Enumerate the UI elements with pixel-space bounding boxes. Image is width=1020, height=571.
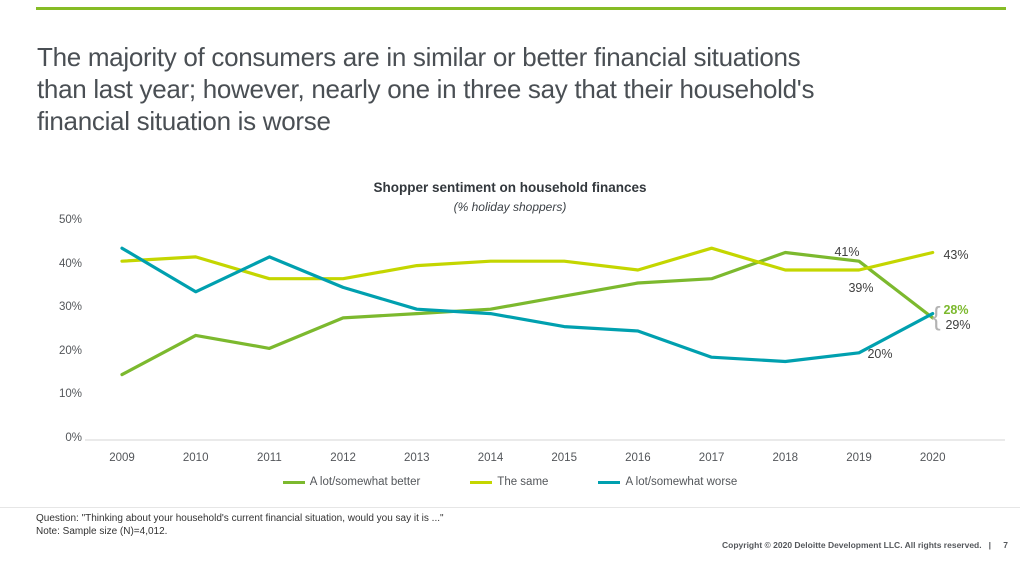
footnote-question: Question: "Thinking about your household… [36, 513, 444, 524]
x-tick-2011: 2011 [257, 452, 282, 464]
legend-item-a-lot-somewhat-worse: A lot/somewhat worse [598, 476, 737, 488]
chart-subtitle: (% holiday shoppers) [453, 200, 567, 214]
x-tick-2010: 2010 [182, 452, 209, 464]
x-tick-2020: 2020 [919, 452, 946, 464]
data-label-same-2019: 39% [848, 281, 874, 295]
legend-item-a-lot-somewhat-better: A lot/somewhat better [282, 476, 421, 488]
x-tick-2014: 2014 [477, 452, 504, 464]
footnote-sample-size: Note: Sample size (N)=4,012. [36, 526, 168, 537]
data-label-better-2019: 41% [834, 245, 860, 259]
chart-title: Shopper sentiment on household finances [373, 180, 647, 195]
y-tick-50%: 50% [58, 214, 82, 226]
endpoint-bracket: { [932, 301, 941, 331]
y-tick-40%: 40% [58, 257, 82, 270]
legend-label: A lot/somewhat better [309, 476, 421, 488]
legend-label: The same [497, 476, 549, 488]
data-label-worse-2019: 20% [867, 347, 893, 361]
legend-item-the-same: The same [470, 476, 548, 488]
data-label-same-2020: 43% [943, 248, 969, 262]
x-tick-2019: 2019 [846, 452, 872, 464]
x-tick-2016: 2016 [625, 452, 651, 464]
slide-title-line-3: financial situation is worse [37, 106, 331, 136]
x-tick-2009: 2009 [109, 452, 135, 464]
x-tick-2018: 2018 [772, 452, 799, 464]
x-tick-2013: 2013 [404, 452, 430, 464]
slide-title-line-1: The majority of consumers are in similar… [37, 42, 801, 72]
top-accent-bar [36, 7, 1006, 10]
copyright-bar: Copyright © 2020 Deloitte Development LL… [722, 540, 1008, 550]
data-label-better-2020: 28% [943, 303, 969, 317]
legend-line-icon [598, 480, 621, 484]
x-tick-2012: 2012 [330, 452, 356, 464]
series-line-a-lot-somewhat-better [120, 250, 935, 377]
legend-label: A lot/somewhat worse [625, 476, 738, 488]
slide-title-line-2: than last year; however, nearly one in t… [37, 74, 815, 104]
data-label-worse-2020: 29% [945, 318, 971, 332]
legend-line-icon [470, 480, 493, 484]
y-tick-30%: 30% [58, 301, 82, 314]
y-tick-20%: 20% [58, 344, 82, 357]
legend-line-icon [282, 480, 305, 484]
footer-divider [0, 507, 1020, 508]
copyright-text: Copyright © 2020 Deloitte Development LL… [722, 540, 982, 550]
series-line-the-same [120, 246, 935, 281]
y-tick-0%: 0% [65, 432, 82, 444]
series-line-a-lot-somewhat-worse [120, 246, 935, 364]
y-tick-10%: 10% [58, 388, 82, 401]
x-tick-2017: 2017 [698, 452, 725, 464]
chart-legend: A lot/somewhat better The same A lot/somew… [0, 476, 1020, 488]
page-number: 7 [1003, 540, 1008, 550]
copyright-separator: | [988, 540, 991, 550]
slide-title: The majority of consumers are in similar… [37, 41, 1007, 137]
x-tick-2015: 2015 [551, 452, 577, 464]
